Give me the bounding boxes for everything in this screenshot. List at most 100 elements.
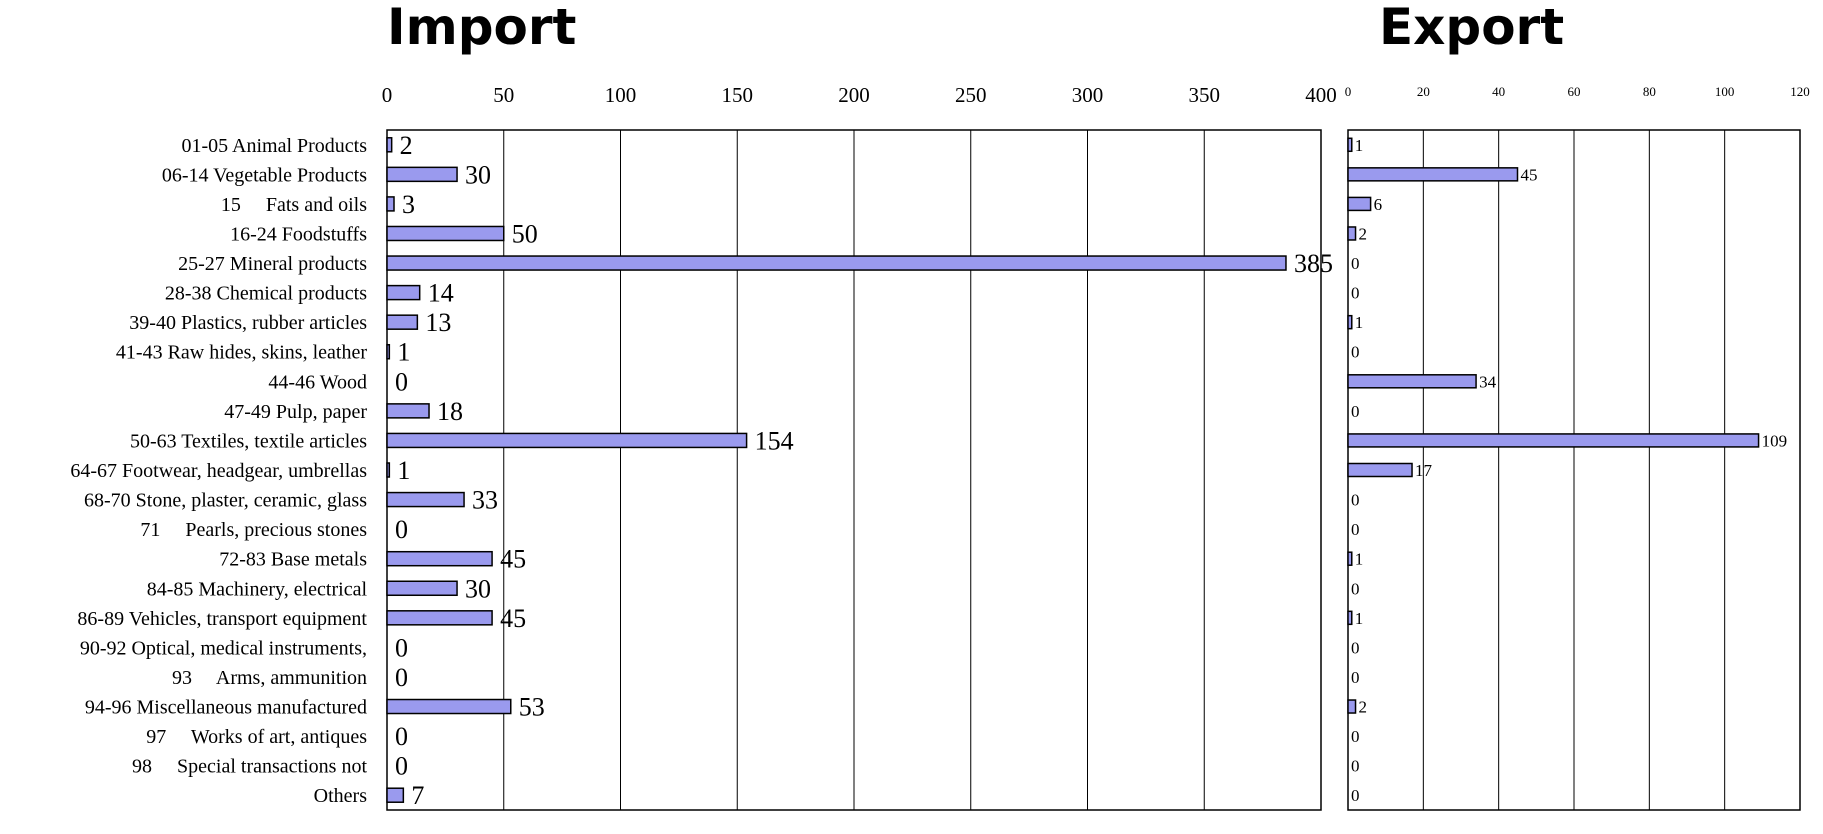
export-value-label: 1	[1355, 313, 1364, 332]
category-label: Others	[314, 785, 368, 807]
import-bar	[387, 226, 504, 240]
category-label: 90-92 Optical, medical instruments,	[80, 637, 367, 659]
export-value-label: 0	[1351, 402, 1360, 421]
export-bar	[1348, 227, 1356, 240]
import-value-label: 1	[397, 338, 410, 367]
category-label: 15 Fats and oils	[221, 194, 367, 216]
import-value-label: 0	[395, 663, 408, 692]
import-bar	[387, 315, 417, 329]
import-bar	[387, 256, 1286, 270]
category-label: 50-63 Textiles, textile articles	[130, 430, 367, 452]
import-value-label: 1	[397, 456, 410, 485]
import-tick-label: 200	[838, 83, 870, 107]
category-label: 01-05 Animal Products	[181, 135, 367, 157]
import-value-label: 0	[395, 633, 408, 662]
export-bar	[1348, 700, 1356, 713]
export-value-label: 1	[1355, 609, 1364, 628]
export-value-label: 0	[1351, 254, 1360, 273]
export-value-label: 6	[1374, 195, 1383, 214]
import-tick-label: 50	[493, 83, 514, 107]
export-value-label: 0	[1351, 786, 1360, 805]
export-value-label: 17	[1415, 461, 1433, 480]
export-tick-label: 0	[1345, 84, 1352, 99]
import-tick-label: 100	[605, 83, 637, 107]
category-label: 44-46 Wood	[268, 371, 367, 393]
category-label: 84-85 Machinery, electrical	[147, 578, 368, 600]
category-label: 97 Works of art, antiques	[146, 726, 367, 748]
import-bar	[387, 404, 429, 418]
export-value-label: 0	[1351, 491, 1360, 510]
export-bar	[1348, 434, 1759, 447]
export-tick-label: 80	[1643, 84, 1656, 99]
import-value-label: 154	[755, 426, 794, 455]
import-value-label: 45	[500, 604, 526, 633]
export-title: Export	[1379, 0, 1564, 56]
category-label: 71 Pearls, precious stones	[140, 519, 367, 541]
import-bar	[387, 493, 464, 507]
import-value-label: 33	[472, 486, 498, 515]
import-tick-label: 0	[382, 83, 393, 107]
import-value-label: 14	[428, 279, 454, 308]
category-label: 39-40 Plastics, rubber articles	[129, 312, 367, 334]
export-bar	[1348, 138, 1352, 151]
category-label: 47-49 Pulp, paper	[224, 401, 367, 423]
export-value-label: 34	[1479, 372, 1497, 391]
category-label: 94-96 Miscellaneous manufactured	[85, 697, 367, 719]
export-value-label: 2	[1359, 698, 1368, 717]
export-value-label: 1	[1355, 136, 1364, 155]
export-tick-label: 100	[1715, 84, 1735, 99]
import-value-label: 50	[512, 219, 538, 248]
export-value-label: 109	[1762, 431, 1788, 450]
import-value-label: 385	[1294, 249, 1333, 278]
import-bar	[387, 345, 389, 359]
category-label: 68-70 Stone, plaster, ceramic, glass	[84, 490, 367, 512]
category-label: 86-89 Vehicles, transport equipment	[77, 608, 367, 630]
import-tick-label: 300	[1072, 83, 1104, 107]
category-labels: 01-05 Animal Products 06-14 Vegetable Pro…	[70, 135, 367, 807]
export-value-label: 0	[1351, 520, 1360, 539]
export-value-label: 0	[1351, 343, 1360, 362]
import-bar	[387, 433, 747, 447]
import-value-label: 7	[411, 781, 424, 810]
import-bar	[387, 611, 492, 625]
export-value-label: 0	[1351, 284, 1360, 303]
export-bar	[1348, 611, 1352, 624]
export-tick-label: 20	[1417, 84, 1430, 99]
import-value-label: 0	[395, 722, 408, 751]
export-value-label: 2	[1359, 224, 1368, 243]
category-label: 72-83 Base metals	[219, 549, 367, 571]
category-label: 41-43 Raw hides, skins, leather	[116, 342, 367, 364]
import-tick-label: 350	[1189, 83, 1221, 107]
import-bar	[387, 138, 392, 152]
import-value-label: 30	[465, 160, 491, 189]
export-value-label: 0	[1351, 668, 1360, 687]
export-bar	[1348, 168, 1518, 181]
export-bar	[1348, 316, 1352, 329]
import-bar	[387, 788, 403, 802]
import-value-label: 18	[437, 397, 463, 426]
export-bar	[1348, 197, 1371, 210]
import-bar	[387, 286, 420, 300]
import-bar	[387, 167, 457, 181]
category-label: 64-67 Footwear, headgear, umbrellas	[70, 460, 367, 482]
import-title: Import	[387, 0, 576, 56]
import-value-label: 45	[500, 545, 526, 574]
category-label: 98 Special transactions not	[132, 756, 367, 778]
import-bar	[387, 197, 394, 211]
import-value-label: 13	[425, 308, 451, 337]
export-value-label: 0	[1351, 579, 1360, 598]
import-bar	[387, 700, 511, 714]
import-bar	[387, 552, 492, 566]
category-label: 16-24 Foodstuffs	[230, 223, 367, 245]
export-value-label: 0	[1351, 638, 1360, 657]
category-label: 28-38 Chemical products	[165, 283, 367, 305]
export-value-label: 45	[1521, 165, 1538, 184]
import-value-label: 3	[402, 190, 415, 219]
import-value-label: 0	[395, 367, 408, 396]
export-value-label: 1	[1355, 550, 1364, 569]
export-bar	[1348, 375, 1476, 388]
import-value-label: 53	[519, 693, 545, 722]
import-tick-label: 400	[1305, 83, 1337, 107]
export-panel: 0 20 40 60 80 100 1201456200103401091700101002…	[1345, 84, 1810, 810]
category-label: 93 Arms, ammunition	[172, 667, 367, 689]
